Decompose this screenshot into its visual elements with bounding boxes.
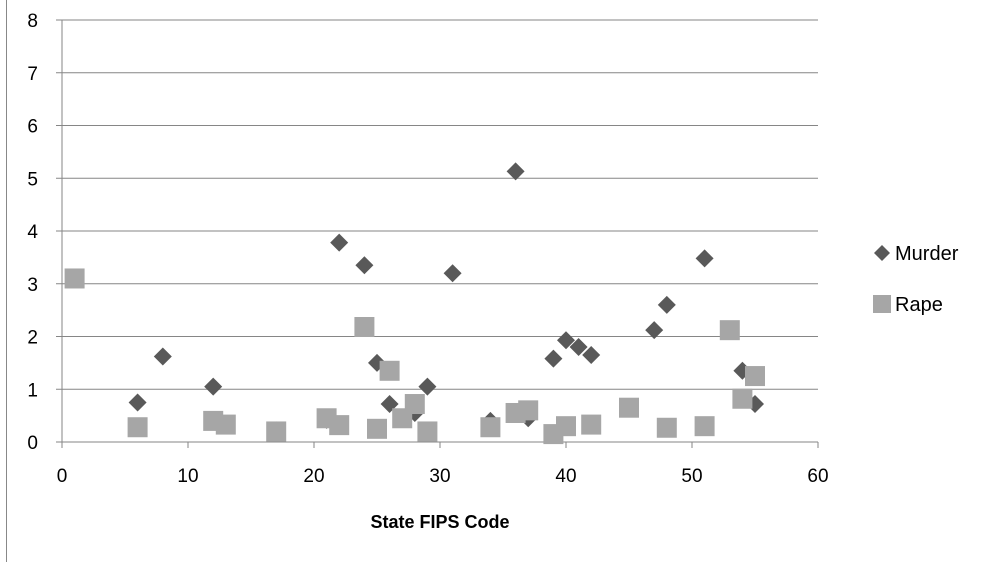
x-tick-label: 10: [177, 466, 198, 487]
rape-point: [556, 416, 576, 437]
x-tick-label: 30: [429, 466, 450, 487]
rape-point: [379, 360, 400, 381]
y-tick-label: 3: [27, 275, 38, 296]
rape-point: [367, 418, 387, 439]
rape-point: [64, 268, 85, 289]
rape-point: [732, 388, 753, 409]
x-tick-label: 20: [303, 466, 324, 487]
rape-legend-label: Rape: [895, 294, 943, 316]
murder-legend-marker: [874, 245, 890, 261]
axes: [61, 20, 818, 443]
rape-point: [745, 366, 765, 387]
rape-point: [215, 414, 236, 435]
murder-point: [153, 347, 172, 366]
x-tick-label: 60: [807, 466, 828, 487]
rape-point: [404, 394, 425, 415]
y-tick-label: 6: [27, 117, 38, 138]
murder-point: [506, 162, 525, 181]
x-tick-label: 0: [57, 466, 68, 487]
murder-point: [657, 295, 676, 314]
murder-point: [418, 377, 437, 396]
murder-legend-label: Murder: [895, 243, 959, 265]
rape-point: [480, 417, 501, 438]
murder-point: [695, 249, 714, 268]
murder-point: [355, 256, 374, 275]
rape-legend-marker: [873, 295, 891, 313]
rape-point: [694, 416, 715, 437]
x-tick-label: 40: [555, 466, 576, 487]
x-axis-title: State FIPS Code: [370, 512, 509, 532]
rape-point: [329, 415, 350, 436]
gridlines: [56, 19, 819, 448]
murder-point: [557, 331, 575, 350]
murder-point: [443, 264, 462, 283]
tick-labels: 0 1 2 3 4 5 6 7 8 0 10 20 30 40 50 60: [27, 11, 828, 487]
legend: Murder Rape: [873, 243, 959, 316]
y-tick-label: 7: [27, 64, 38, 85]
y-tick-label: 4: [27, 222, 38, 243]
rape-point: [518, 400, 539, 421]
rape-point: [619, 397, 639, 418]
murder-point: [645, 321, 664, 340]
y-tick-label: 2: [27, 328, 38, 349]
y-tick-label: 8: [27, 11, 38, 32]
murder-point: [330, 233, 349, 252]
rape-point: [581, 414, 602, 435]
rape-point: [127, 417, 148, 438]
x-tick-label: 50: [681, 466, 702, 487]
data-points: [64, 162, 765, 445]
left-border-line: [6, 0, 7, 562]
rape-point: [266, 421, 287, 442]
y-tick-label: 0: [27, 433, 38, 454]
murder-point: [544, 349, 563, 368]
rape-point: [354, 317, 375, 338]
rape-point: [656, 417, 677, 438]
murder-point: [582, 345, 601, 364]
murder-point: [204, 377, 223, 396]
y-tick-label: 5: [27, 169, 38, 190]
murder-point: [569, 338, 588, 357]
y-tick-label: 1: [27, 380, 38, 401]
rape-point: [417, 421, 438, 442]
rape-point: [719, 320, 740, 341]
murder-point: [128, 393, 147, 412]
